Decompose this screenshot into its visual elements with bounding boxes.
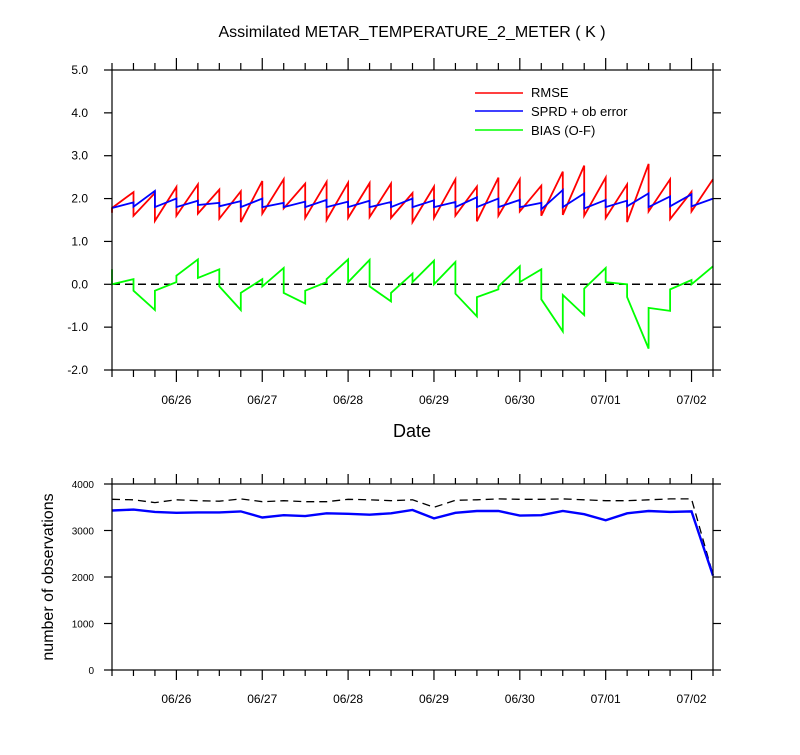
bot-x-tick-label: 06/26	[161, 692, 191, 706]
top-series-rmse	[111, 163, 714, 226]
legend-bias-label: BIAS (O-F)	[531, 123, 595, 138]
top-x-axis-label: Date	[393, 421, 431, 441]
top-plot-frame	[111, 69, 714, 371]
top-x-tick-label: 06/30	[505, 393, 535, 407]
legend-sprd-label: SPRD + ob error	[531, 104, 628, 119]
bottom-y-axis-label: number of observations	[40, 493, 57, 660]
bot-x-tick-label: 06/27	[247, 692, 277, 706]
bot-x-tick-label: 06/30	[505, 692, 535, 706]
bot-x-tick-label: 07/02	[677, 692, 707, 706]
legend-rmse-label: RMSE	[531, 85, 569, 100]
legend: RMSE SPRD + ob error BIAS (O-F)	[475, 85, 628, 138]
top-series	[111, 163, 714, 349]
top-chart-title: Assimilated METAR_TEMPERATURE_2_METER ( …	[218, 24, 605, 41]
bot-y-tick-label: 2000	[72, 573, 95, 584]
top-ticks	[104, 58, 721, 382]
top-y-tick-label: 2.0	[71, 192, 88, 206]
top-x-tick-label: 07/02	[677, 393, 707, 407]
bot-x-tick-label: 06/28	[333, 692, 363, 706]
bot-series-used	[111, 508, 715, 576]
bot-y-tick-label: 3000	[72, 527, 95, 538]
top-y-tick-label: 5.0	[71, 63, 88, 77]
top-y-tick-label: 3.0	[71, 149, 88, 163]
top-x-tick-label: 06/28	[333, 393, 363, 407]
top-x-tick-label: 06/26	[161, 393, 191, 407]
bot-y-tick-label: 0	[88, 666, 94, 677]
bot-x-tick-label: 07/01	[591, 692, 621, 706]
top-x-tick-label: 06/29	[419, 393, 449, 407]
bottom-plot-frame	[111, 483, 714, 671]
bottom-series	[111, 498, 715, 576]
top-y-tick-label: -2.0	[67, 363, 88, 377]
bottom-x-tick-labels: 06/26 06/27 06/28 06/29 06/30 07/01 07/02	[161, 692, 706, 706]
top-y-tick-label: -1.0	[67, 320, 88, 334]
top-x-tick-label: 07/01	[591, 393, 621, 407]
top-series-sprd-ob-error	[111, 187, 714, 212]
bot-x-tick-label: 06/29	[419, 692, 449, 706]
top-y-tick-label: 1.0	[71, 234, 88, 248]
top-x-tick-labels: 06/26 06/27 06/28 06/29 06/30 07/01 07/02	[161, 393, 706, 407]
bottom-ticks	[104, 474, 721, 680]
bottom-y-tick-labels: 4000 3000 2000 1000 0	[72, 480, 95, 677]
top-x-tick-label: 06/27	[247, 393, 277, 407]
bot-y-tick-label: 4000	[72, 480, 95, 491]
top-series-bias-o-f	[111, 257, 714, 349]
bot-series-possible	[111, 498, 714, 575]
bot-y-tick-label: 1000	[72, 620, 95, 631]
top-y-tick-labels: 5.0 4.0 3.0 2.0 1.0 0.0 -1.0 -2.0	[67, 63, 88, 377]
top-y-tick-label: 0.0	[71, 277, 88, 291]
top-y-tick-label: 4.0	[71, 106, 88, 120]
